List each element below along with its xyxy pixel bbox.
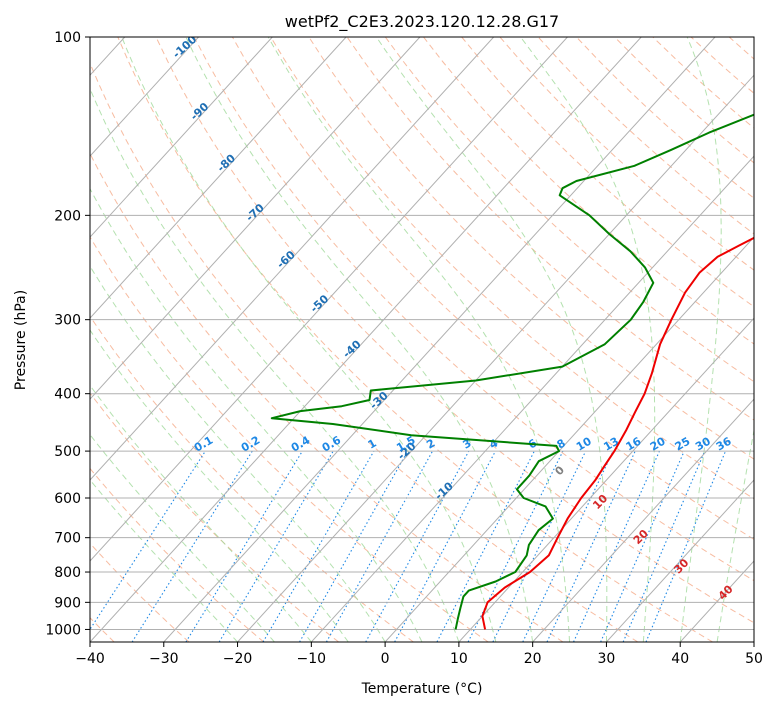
moist-adiabat: [90, 187, 423, 642]
y-tick-label: 1000: [45, 622, 81, 638]
moist-adiabat: [90, 329, 349, 642]
x-tick-label: −20: [223, 651, 253, 667]
dry-adiabat: [308, 37, 754, 460]
dry-adiabat: [193, 37, 754, 582]
isotherm-line: [90, 37, 347, 319]
x-tick-label: 50: [745, 651, 763, 667]
moist-adiabat: [90, 265, 386, 642]
mixing-ratio-line: [299, 450, 409, 642]
y-tick-label: 800: [54, 565, 81, 581]
moist-adiabats: [90, 37, 754, 642]
moist-adiabat: [520, 37, 656, 642]
x-tick-label: −40: [75, 651, 105, 667]
y-axis-title: Pressure (hPa): [13, 290, 29, 390]
moist-adiabat: [716, 427, 754, 642]
y-tick-label: 200: [54, 208, 81, 224]
y-tick-label: 300: [54, 313, 81, 329]
dry-adiabat: [90, 235, 489, 642]
mixing-ratio-line: [546, 450, 636, 642]
x-tick-label: 10: [450, 651, 468, 667]
mixing-ratio-line: [185, 450, 303, 642]
moist-adiabat: [375, 37, 608, 642]
y-tick-label: 400: [54, 387, 81, 403]
isotherm-line: [310, 155, 754, 642]
mixing-ratio-lines: [90, 450, 727, 642]
moist-adiabat: [267, 37, 571, 642]
isotherm-line: [532, 398, 754, 642]
y-tick-label: 600: [54, 491, 81, 507]
x-tick-label: 20: [524, 651, 542, 667]
isotherm-line: [458, 317, 754, 642]
dry-adiabat: [90, 467, 265, 642]
dry-adiabat: [767, 37, 775, 642]
moist-adiabat: [185, 37, 534, 642]
y-axis: 100 200 300 400 500 600 700 800 900 1000: [45, 30, 90, 638]
dewpoint-trace: [270, 113, 754, 630]
isotherm-line: [90, 37, 421, 400]
mixing-ratio-line: [365, 450, 470, 642]
dry-adiabat: [90, 152, 564, 642]
dry-adiabat: [155, 37, 754, 624]
moist-adiabat: [90, 87, 460, 642]
y-tick-label: 100: [54, 30, 81, 46]
mixing-ratio-line: [131, 450, 253, 642]
isotherm-line: [163, 37, 716, 642]
dry-adiabat: [90, 542, 190, 642]
mixing-ratio-line: [325, 450, 434, 642]
mixing-ratio-line: [573, 450, 660, 642]
pressure-gridlines: [90, 37, 754, 630]
y-tick-label: 500: [54, 444, 81, 460]
mixing-ratio-line: [645, 450, 727, 642]
isotherm-line: [384, 236, 754, 642]
x-axis-title: Temperature (°C): [361, 681, 483, 697]
x-axis: −40 −30 −20 −10 0 10 20 30 40 50: [75, 642, 763, 667]
temperature-trace: [481, 236, 754, 630]
y-tick-label: 700: [54, 531, 81, 547]
dry-adiabat: [90, 392, 339, 642]
x-tick-label: 0: [381, 651, 390, 667]
isotherm-line: [90, 37, 642, 642]
y-tick-label: 900: [54, 595, 81, 611]
x-tick-label: −30: [149, 651, 179, 667]
plot-area: -100-90-80-70-60-50-40-30-20-100.1 0.2 0.4…: [90, 37, 775, 642]
isotherm-line: [90, 37, 568, 562]
moist-adiabat: [679, 37, 722, 642]
moist-adiabat: [121, 37, 497, 642]
isotherm-line: [753, 641, 754, 642]
isotherm-line: [90, 37, 495, 481]
dry-adiabat: [270, 37, 754, 500]
isotherm-line: [606, 479, 754, 642]
x-tick-label: 40: [671, 651, 689, 667]
mixing-ratio-line: [492, 450, 587, 642]
dry-adiabat: [461, 37, 754, 308]
isotherm-line: [90, 37, 273, 238]
moist-adiabat: [90, 479, 238, 642]
x-tick-label: 30: [598, 651, 616, 667]
x-tick-label: −10: [297, 651, 327, 667]
sounding-traces: [270, 113, 754, 630]
plot-frame: [89, 36, 755, 643]
isotherm-lines: [90, 37, 754, 642]
mixing-ratio-line: [218, 450, 334, 642]
mixing-ratio-line: [262, 450, 375, 642]
chart-title: wetPf2_C2E3.2023.120.12.28.G17: [285, 12, 559, 32]
mixing-ratio-line: [622, 450, 706, 642]
mixing-ratio-line: [600, 450, 685, 642]
isotherm-line: [90, 37, 199, 157]
